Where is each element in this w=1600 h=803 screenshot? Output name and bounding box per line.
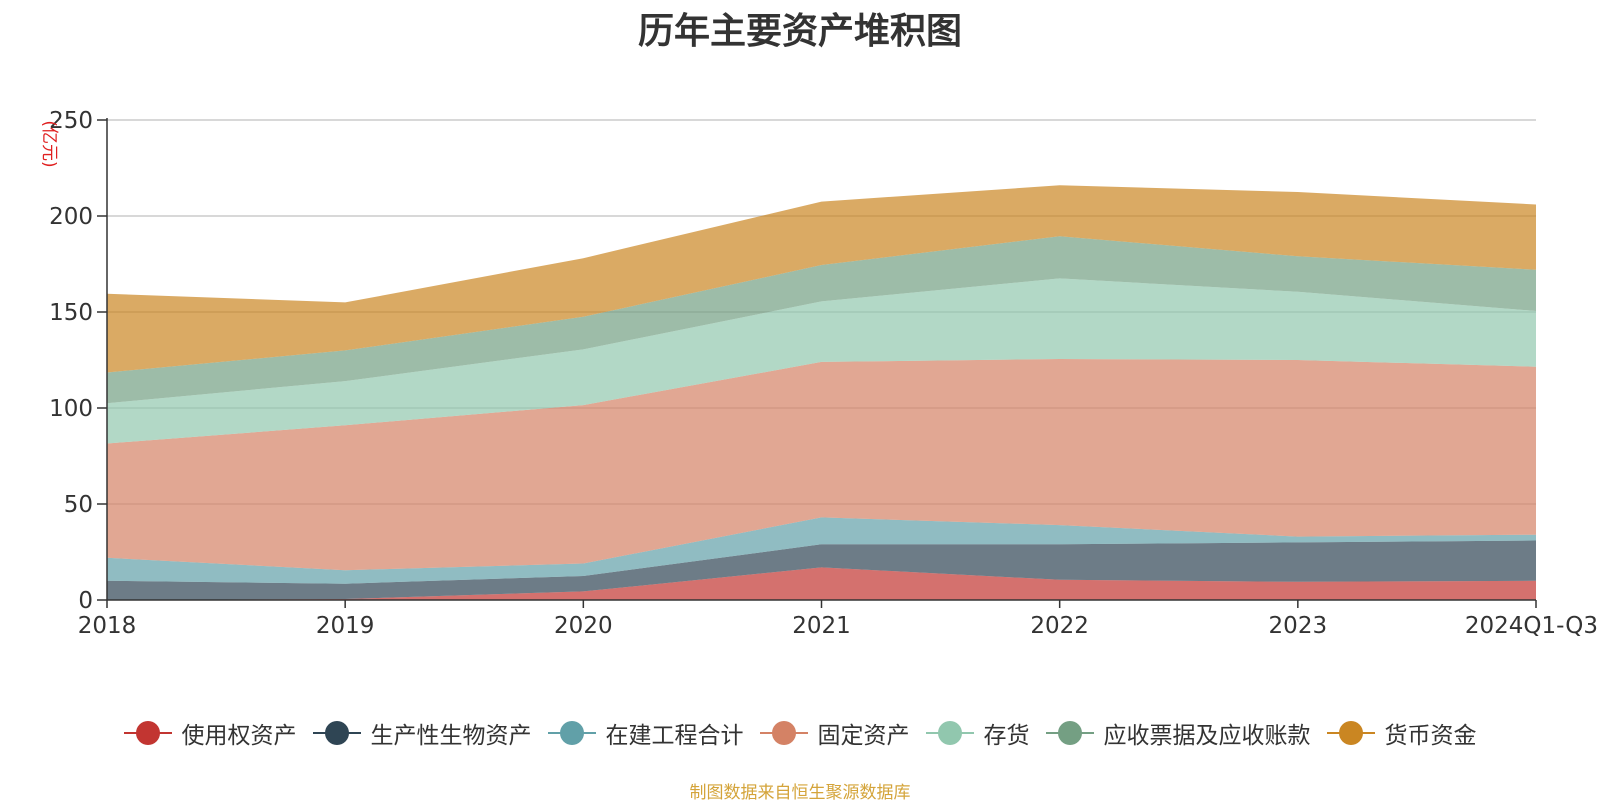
legend-item[interactable]: 存货	[925, 716, 1030, 750]
legend-label: 在建工程合计	[605, 723, 744, 749]
axes: 0 50 100 150 200 250 2018 2019 2020 2021 2022 2023 2…	[49, 108, 1598, 639]
legend-label: 货币资金	[1384, 723, 1477, 749]
legend-item[interactable]: 固定资产	[759, 716, 910, 750]
y-axis-unit-label: (亿元)	[39, 120, 59, 167]
y-tick-label: 200	[49, 204, 93, 230]
legend-marker-icon	[925, 721, 974, 745]
y-tick-label: 50	[64, 492, 93, 518]
area-series-货币资金	[107, 185, 1536, 373]
area-series-在建工程合计	[107, 517, 1536, 584]
legend-item[interactable]: 应收票据及应收账款	[1045, 716, 1311, 750]
legend-marker-icon	[123, 721, 172, 745]
legend-marker-icon	[312, 721, 361, 745]
legend-marker-icon	[1045, 721, 1094, 745]
legend-marker-icon	[1326, 721, 1375, 745]
x-tick-label: 2021	[792, 613, 851, 639]
legend-item[interactable]: 货币资金	[1326, 716, 1477, 750]
chart-title: 历年主要资产堆积图	[637, 11, 962, 52]
legend: 使用权资产 生产性生物资产 在建工程合计 固定资产 存货 应收票据及应收账款 货币资金	[0, 716, 1600, 750]
x-tick-label: 2022	[1030, 613, 1089, 639]
area-series-固定资产	[107, 359, 1536, 571]
legend-marker-icon	[759, 721, 808, 745]
x-tick-label: 2018	[78, 613, 137, 639]
y-tick-label: 100	[49, 396, 93, 422]
legend-marker-icon	[547, 721, 596, 745]
legend-label: 存货	[983, 723, 1030, 749]
x-tick-label: 2023	[1269, 613, 1328, 639]
area-series-生产性生物资产	[107, 540, 1536, 600]
legend-item[interactable]: 生产性生物资产	[312, 716, 532, 750]
area-series-存货	[107, 278, 1536, 444]
x-tick-label: 2020	[554, 613, 613, 639]
y-tick-label: 150	[49, 300, 93, 326]
area-series-应收票据及应收账款	[107, 236, 1536, 404]
data-source-footer: 制图数据来自恒生聚源数据库	[689, 783, 911, 803]
legend-label: 使用权资产	[181, 723, 297, 749]
stacked-area-chart: 0 50 100 150 200 250 2018 2019 2020 2021 2022 2023 2…	[39, 108, 1598, 639]
area-series-group	[107, 185, 1536, 600]
x-tick-label: 2024Q1-Q3	[1465, 613, 1598, 639]
area-series-使用权资产	[107, 567, 1536, 600]
y-tick-label: 250	[49, 108, 93, 134]
legend-label: 固定资产	[817, 723, 910, 749]
legend-item[interactable]: 使用权资产	[123, 716, 297, 750]
x-tick-label: 2019	[316, 613, 375, 639]
y-tick-label: 0	[78, 588, 93, 614]
legend-label: 应收票据及应收账款	[1103, 723, 1311, 749]
legend-label: 生产性生物资产	[370, 723, 532, 749]
legend-item[interactable]: 在建工程合计	[547, 716, 744, 750]
